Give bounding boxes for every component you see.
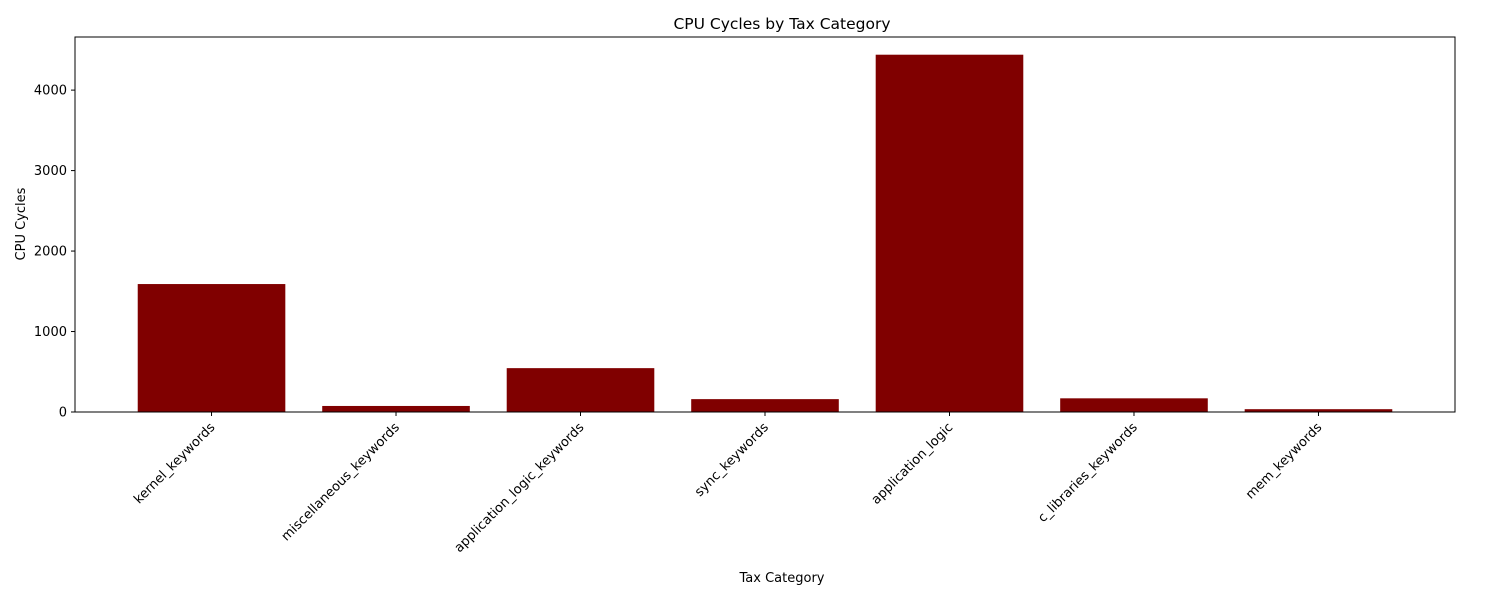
- bar-sync_keywords: [691, 399, 839, 412]
- y-tick-label: 3000: [34, 164, 67, 179]
- chart-title: CPU Cycles by Tax Category: [673, 15, 890, 33]
- y-axis: 0 1000 2000 3000 4000: [34, 84, 75, 421]
- bars-group: [137, 54, 1393, 413]
- bar-mem_keywords: [1244, 409, 1393, 412]
- bar-kernel_keywords: [137, 284, 286, 412]
- plot-frame: [74, 36, 1456, 413]
- y-tick-label: 1000: [34, 325, 67, 340]
- y-tick-label: 0: [59, 406, 67, 421]
- bar-c_libraries_keywords: [1060, 398, 1208, 412]
- x-axis-label: Tax Category: [739, 571, 825, 586]
- bar-application_logic_keywords: [506, 368, 655, 412]
- bar-miscellaneous_keywords: [322, 405, 470, 412]
- y-axis-label: CPU Cycles: [14, 187, 29, 260]
- y-tick-label: 2000: [34, 245, 67, 260]
- y-tick-label: 4000: [34, 84, 67, 99]
- bar-application_logic: [875, 54, 1024, 413]
